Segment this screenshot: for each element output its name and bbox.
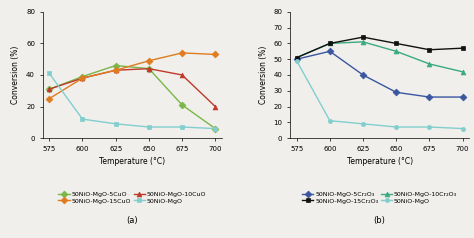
Y-axis label: Conversion (%): Conversion (%) [11,46,20,104]
Line: 50NiO-MgO-15CuO: 50NiO-MgO-15CuO [47,50,218,101]
50NiO-MgO [46,72,52,75]
50NiO-MgO-5Cr₂O₃ [427,96,432,99]
50NiO-MgO [146,126,152,129]
Legend: 50NiO-MgO-5Cr₂O₃, 50NiO-MgO-15Cr₂O₃, 50NiO-MgO-10Cr₂O₃, 50NiO-MgO: 50NiO-MgO-5Cr₂O₃, 50NiO-MgO-15Cr₂O₃, 50N… [300,189,460,206]
50NiO-MgO-15CuO [146,59,152,62]
Text: (b): (b) [374,216,385,225]
50NiO-MgO [80,118,85,121]
X-axis label: Temperature (°C): Temperature (°C) [346,157,413,166]
50NiO-MgO-5Cr₂O₃ [360,74,366,76]
50NiO-MgO-15CuO [212,53,218,56]
50NiO-MgO-10CuO [146,67,152,70]
Line: 50NiO-MgO-15Cr₂O₃: 50NiO-MgO-15Cr₂O₃ [294,35,465,60]
50NiO-MgO-10Cr₂O₃ [294,56,300,59]
50NiO-MgO [179,126,185,129]
50NiO-MgO [212,127,218,130]
Text: (a): (a) [127,216,138,225]
Line: 50NiO-MgO-10Cr₂O₃: 50NiO-MgO-10Cr₂O₃ [294,40,465,74]
50NiO-MgO-15CuO [179,51,185,54]
50NiO-MgO-10Cr₂O₃ [460,70,465,73]
50NiO-MgO-10Cr₂O₃ [327,42,333,45]
50NiO-MgO-5Cr₂O₃ [460,96,465,99]
50NiO-MgO [460,127,465,130]
50NiO-MgO-10CuO [113,69,118,72]
50NiO-MgO-10CuO [80,77,85,79]
50NiO-MgO-5Cr₂O₃ [393,91,399,94]
50NiO-MgO-10CuO [212,105,218,108]
50NiO-MgO-15Cr₂O₃ [393,42,399,45]
50NiO-MgO-5CuO [212,127,218,130]
50NiO-MgO-10Cr₂O₃ [393,50,399,53]
50NiO-MgO [327,119,333,122]
50NiO-MgO-15Cr₂O₃ [294,56,300,59]
50NiO-MgO [360,122,366,125]
Y-axis label: Conversion (%): Conversion (%) [259,46,268,104]
Line: 50NiO-MgO-10CuO: 50NiO-MgO-10CuO [47,66,218,109]
50NiO-MgO-10CuO [179,74,185,76]
X-axis label: Temperature (°C): Temperature (°C) [99,157,165,166]
50NiO-MgO-10Cr₂O₃ [360,40,366,43]
50NiO-MgO-5CuO [113,64,118,67]
50NiO-MgO-10Cr₂O₃ [427,63,432,65]
Line: 50NiO-MgO-5CuO: 50NiO-MgO-5CuO [47,63,218,131]
50NiO-MgO-15CuO [46,97,52,100]
50NiO-MgO-5CuO [46,88,52,91]
50NiO-MgO [294,59,300,62]
50NiO-MgO-15CuO [113,69,118,72]
50NiO-MgO [113,122,118,125]
50NiO-MgO [427,126,432,129]
50NiO-MgO-5CuO [179,104,185,106]
Line: 50NiO-MgO: 50NiO-MgO [294,59,465,131]
50NiO-MgO-10CuO [46,88,52,91]
50NiO-MgO-15Cr₂O₃ [460,47,465,50]
Line: 50NiO-MgO-5Cr₂O₃: 50NiO-MgO-5Cr₂O₃ [294,49,465,99]
50NiO-MgO-5CuO [146,67,152,70]
50NiO-MgO-5Cr₂O₃ [327,50,333,53]
50NiO-MgO [393,126,399,129]
50NiO-MgO-15CuO [80,77,85,79]
Legend: 50NiO-MgO-5CuO, 50NiO-MgO-15CuO, 50NiO-MgO-10CuO, 50NiO-MgO: 50NiO-MgO-5CuO, 50NiO-MgO-15CuO, 50NiO-M… [56,189,209,206]
50NiO-MgO-5Cr₂O₃ [294,58,300,61]
Line: 50NiO-MgO: 50NiO-MgO [47,71,218,131]
50NiO-MgO-5CuO [80,75,85,78]
50NiO-MgO-15Cr₂O₃ [327,42,333,45]
50NiO-MgO-15Cr₂O₃ [427,48,432,51]
50NiO-MgO-15Cr₂O₃ [360,36,366,39]
